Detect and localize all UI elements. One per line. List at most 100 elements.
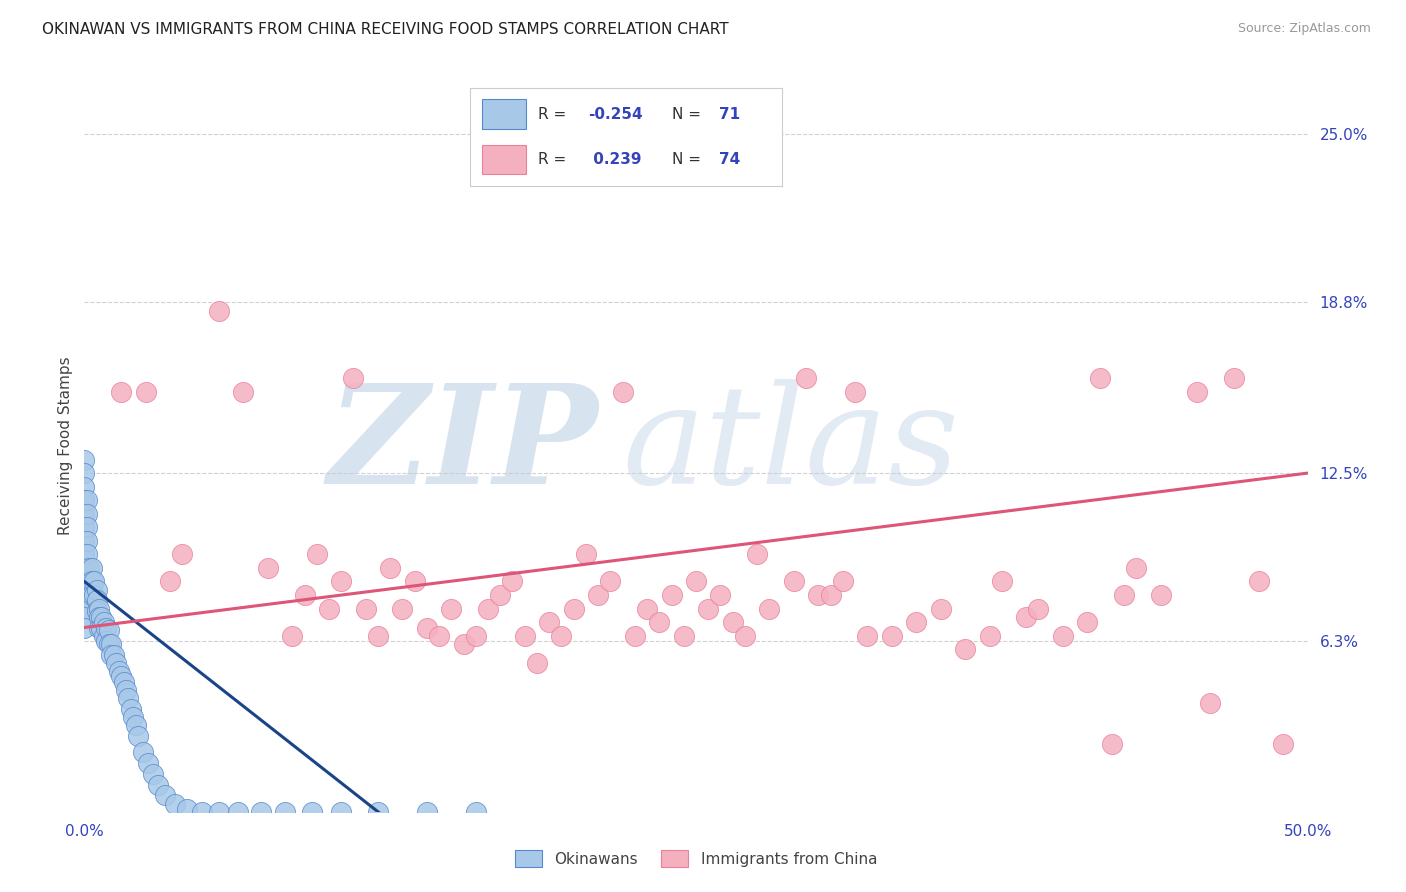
Point [87, 609, 110, 624]
Point [464, 805, 486, 819]
Point [159, 574, 181, 589]
Point [672, 629, 695, 643]
Point [208, 805, 231, 819]
Point [93, 629, 115, 643]
Point [100, 648, 122, 662]
Point [125, 718, 148, 732]
Point [391, 601, 413, 615]
Point [77, 561, 100, 575]
Point [73, 507, 96, 521]
Point [1247, 574, 1270, 589]
Point [208, 303, 231, 318]
Point [526, 656, 548, 670]
Point [575, 547, 598, 561]
Legend: Okinawans, Immigrants from China: Okinawans, Immigrants from China [509, 844, 883, 873]
Point [73, 561, 96, 575]
Point [562, 601, 585, 615]
Point [367, 805, 389, 819]
Point [305, 547, 328, 561]
Point [73, 452, 96, 467]
Point [404, 574, 426, 589]
Point [172, 547, 194, 561]
Point [477, 601, 499, 615]
Point [1052, 629, 1074, 643]
Point [76, 507, 98, 521]
Point [747, 547, 769, 561]
Point [1076, 615, 1098, 629]
Point [97, 637, 120, 651]
Point [794, 371, 817, 385]
Point [330, 805, 353, 819]
Point [440, 601, 463, 615]
Point [318, 601, 340, 615]
Point [624, 629, 647, 643]
Point [330, 574, 353, 589]
Point [294, 588, 316, 602]
Point [380, 561, 402, 575]
Point [1028, 601, 1050, 615]
Point [1150, 588, 1173, 602]
Point [73, 480, 96, 494]
Point [1272, 737, 1295, 751]
Point [661, 588, 683, 602]
Point [112, 674, 135, 689]
Point [820, 588, 842, 602]
Point [1125, 561, 1147, 575]
Point [979, 629, 1001, 643]
Point [90, 609, 112, 624]
Point [281, 629, 304, 643]
Point [115, 682, 138, 697]
Point [107, 664, 129, 678]
Point [612, 384, 634, 399]
Point [636, 601, 658, 615]
Point [354, 601, 377, 615]
Point [120, 702, 142, 716]
Point [249, 805, 271, 819]
Point [905, 615, 928, 629]
Point [80, 561, 103, 575]
Point [117, 690, 139, 705]
Point [599, 574, 621, 589]
Point [73, 533, 96, 548]
Point [1114, 588, 1136, 602]
Y-axis label: Receiving Food Stamps: Receiving Food Stamps [58, 357, 73, 535]
Point [73, 601, 96, 615]
Point [90, 620, 112, 634]
Point [132, 745, 155, 759]
Point [146, 778, 169, 792]
Point [844, 384, 866, 399]
Point [538, 615, 561, 629]
Point [122, 710, 145, 724]
Text: atlas: atlas [623, 379, 959, 513]
Point [991, 574, 1014, 589]
Point [416, 620, 439, 634]
Point [73, 620, 96, 634]
Point [685, 574, 707, 589]
Point [163, 797, 186, 811]
Point [142, 766, 165, 780]
Point [135, 384, 157, 399]
Point [86, 593, 108, 607]
Point [80, 574, 103, 589]
Point [453, 637, 475, 651]
Point [80, 588, 103, 602]
Point [76, 493, 98, 508]
Point [83, 574, 105, 589]
Point [97, 624, 120, 638]
Point [73, 493, 96, 508]
Text: OKINAWAN VS IMMIGRANTS FROM CHINA RECEIVING FOOD STAMPS CORRELATION CHART: OKINAWAN VS IMMIGRANTS FROM CHINA RECEIV… [42, 22, 728, 37]
Point [96, 620, 118, 634]
Point [232, 384, 254, 399]
Point [427, 629, 450, 643]
Point [73, 609, 96, 624]
Point [73, 547, 96, 561]
Point [86, 604, 108, 618]
Point [83, 588, 105, 602]
Point [257, 561, 280, 575]
Point [1223, 371, 1246, 385]
Point [416, 805, 439, 819]
Point [880, 629, 903, 643]
Point [274, 805, 297, 819]
Point [87, 620, 110, 634]
Point [1101, 737, 1123, 751]
